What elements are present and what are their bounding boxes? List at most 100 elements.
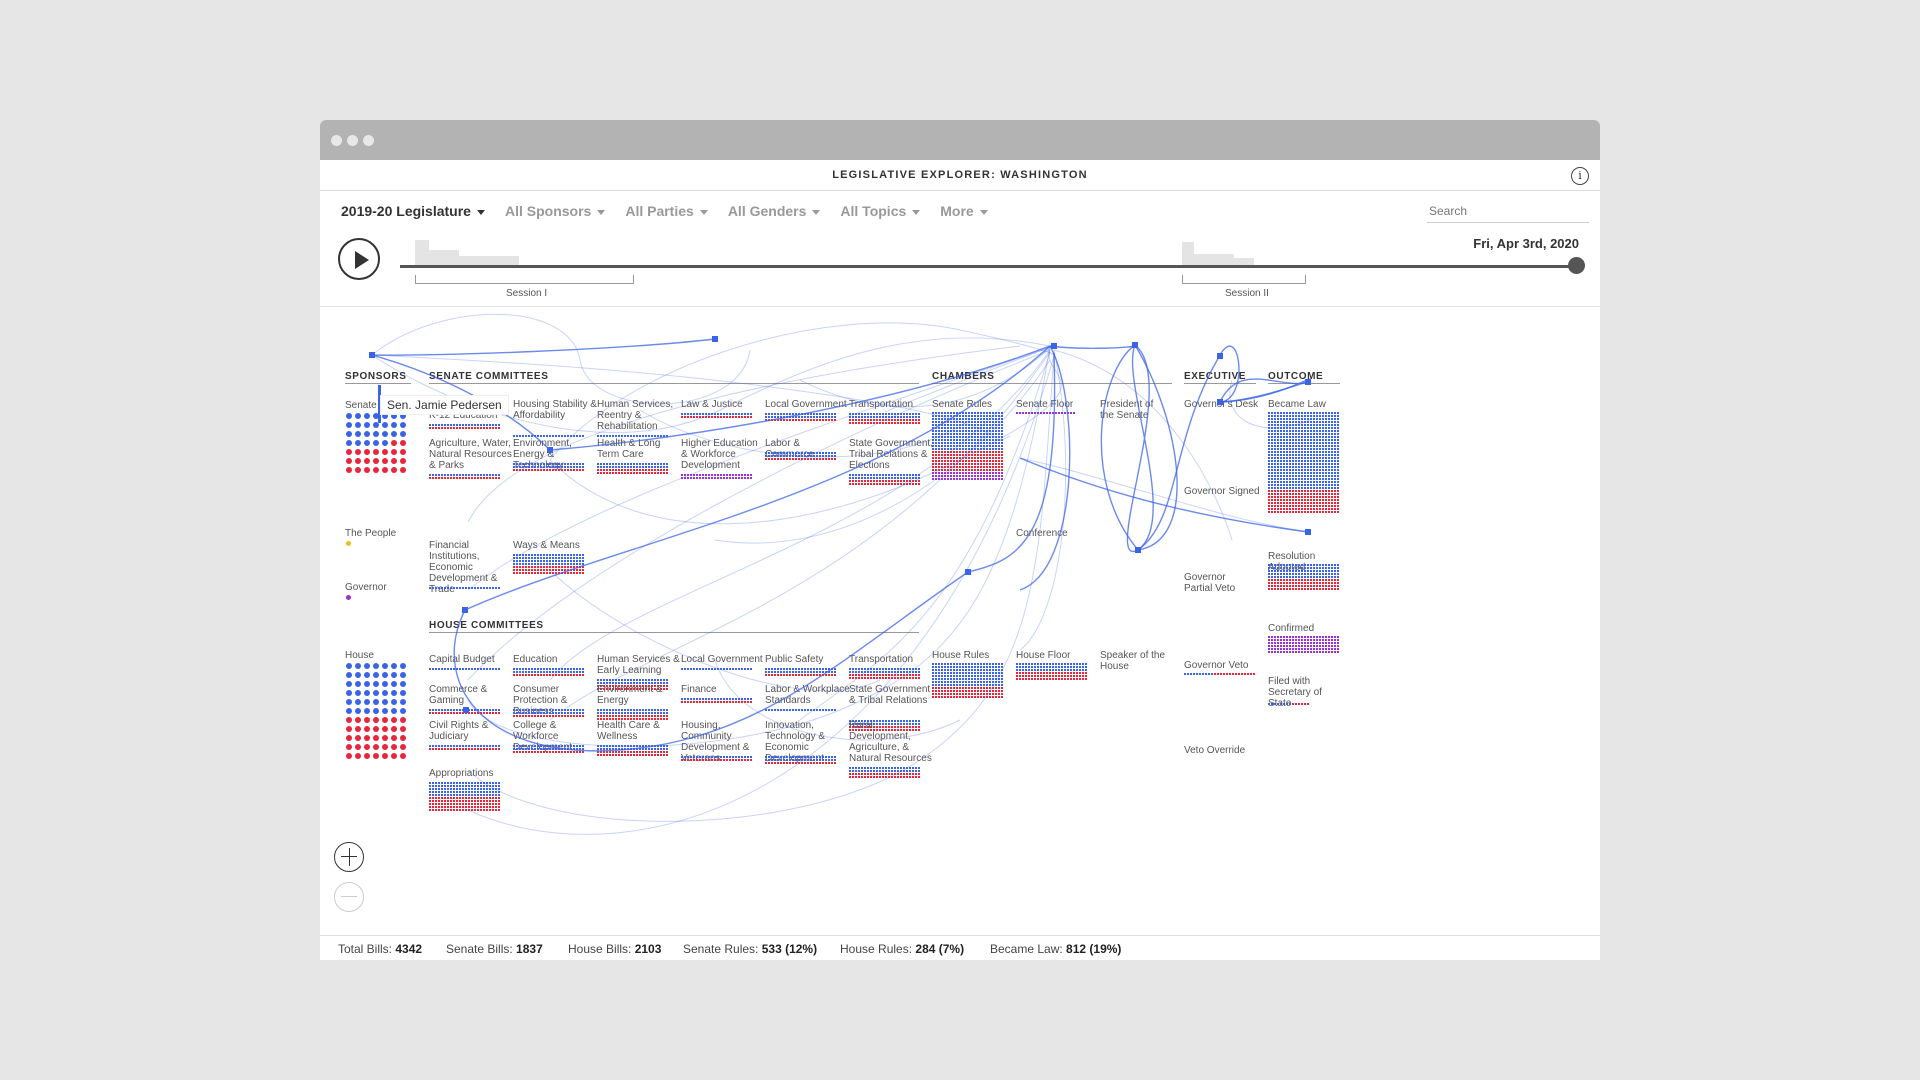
bill-dot [965, 454, 967, 456]
timeline-scrubber-handle[interactable] [1568, 257, 1585, 274]
info-icon[interactable]: i [1571, 167, 1589, 185]
bill-dot [546, 709, 548, 711]
bill-dot [882, 419, 884, 421]
bill-dot [639, 709, 641, 711]
parties-label: All Parties [625, 203, 694, 219]
sponsors-dropdown[interactable]: All Sponsors [505, 203, 606, 223]
bill-dot [567, 554, 569, 556]
bill-dot [816, 452, 818, 454]
bill-dot [561, 554, 563, 556]
bill-dot [567, 674, 569, 676]
bill-dot [456, 745, 458, 747]
bill-dot [537, 569, 539, 571]
flow-node-marker [369, 352, 375, 358]
bill-dot [977, 421, 979, 423]
bill-dot [582, 715, 584, 717]
bill-dot [995, 451, 997, 453]
bill-dot [684, 474, 686, 476]
bill-dot [861, 773, 863, 775]
bill-dot [660, 679, 662, 681]
bill-dot [971, 669, 973, 671]
timeline-track[interactable] [400, 265, 1572, 268]
committee-label: Appropriations [429, 768, 494, 779]
bill-dot [612, 751, 614, 753]
bill-dot [693, 701, 695, 703]
bill-dot [681, 413, 683, 415]
more-dropdown[interactable]: More [940, 203, 988, 223]
bill-dot [636, 745, 638, 747]
bill-dot [627, 463, 629, 465]
bill-dot [962, 433, 964, 435]
bill-dot [807, 458, 809, 460]
bill-dot [807, 455, 809, 457]
bill-dot [612, 709, 614, 711]
genders-dropdown[interactable]: All Genders [728, 203, 821, 223]
parties-dropdown[interactable]: All Parties [625, 203, 708, 223]
bill-dot [702, 668, 704, 670]
window-close-dot[interactable] [331, 135, 342, 146]
topics-dropdown[interactable]: All Topics [840, 203, 921, 223]
bill-dot [992, 433, 994, 435]
bill-dot [906, 773, 908, 775]
bill-dot [777, 455, 779, 457]
bill-dot [618, 709, 620, 711]
bill-dot [438, 803, 440, 805]
bill-dot [522, 572, 524, 574]
bill-dot [573, 748, 575, 750]
bill-dot [768, 668, 770, 670]
bill-dot [690, 474, 692, 476]
bill-dot [549, 671, 551, 673]
window-maximize-dot[interactable] [363, 135, 374, 146]
bill-dot [531, 671, 533, 673]
bill-dot [483, 797, 485, 799]
bill-dot [432, 806, 434, 808]
bill-dot [965, 469, 967, 471]
bill-dot [702, 416, 704, 418]
bill-dot [998, 439, 1000, 441]
bill-dot [618, 466, 620, 468]
bill-dot [977, 463, 979, 465]
bill-dot [879, 422, 881, 424]
bill-dot [944, 451, 946, 453]
bill-dot [540, 674, 542, 676]
search-input[interactable] [1427, 200, 1589, 223]
bill-dot [498, 668, 500, 670]
zoom-in-icon[interactable] [334, 842, 364, 872]
bill-dot [974, 669, 976, 671]
bill-dot [355, 699, 361, 705]
bill-dot [486, 797, 488, 799]
bill-dot [959, 478, 961, 480]
bill-dot [909, 422, 911, 424]
bill-dot [965, 666, 967, 668]
bill-dot [819, 452, 821, 454]
legislature-dropdown[interactable]: 2019-20 Legislature [341, 203, 485, 223]
bill-dot [962, 448, 964, 450]
bill-dot [744, 668, 746, 670]
bill-dot [537, 709, 539, 711]
bill-dot [870, 720, 872, 722]
bill-dot [732, 756, 734, 758]
bill-dot [382, 690, 388, 696]
bill-dot [864, 416, 866, 418]
play-icon[interactable] [338, 238, 380, 280]
bill-dot [965, 418, 967, 420]
stat-senate-rules: Senate Rules: 533 (12%) [683, 942, 818, 956]
bill-dot [570, 668, 572, 670]
window-minimize-dot[interactable] [347, 135, 358, 146]
bill-dot [444, 748, 446, 750]
bill-dot [543, 557, 545, 559]
bill-dot [519, 745, 521, 747]
bill-dot [897, 726, 899, 728]
bill-dot [909, 477, 911, 479]
bill-dot [705, 698, 707, 700]
bill-dot [561, 466, 563, 468]
bill-dot [468, 474, 470, 476]
bill-dot [480, 791, 482, 793]
zoom-out-icon[interactable] [334, 882, 364, 912]
bill-dot [876, 677, 878, 679]
committee-label: Education [513, 654, 558, 665]
bill-dot [564, 668, 566, 670]
bill-dot [465, 474, 467, 476]
bill-dot [765, 416, 767, 418]
bill-dot [956, 442, 958, 444]
